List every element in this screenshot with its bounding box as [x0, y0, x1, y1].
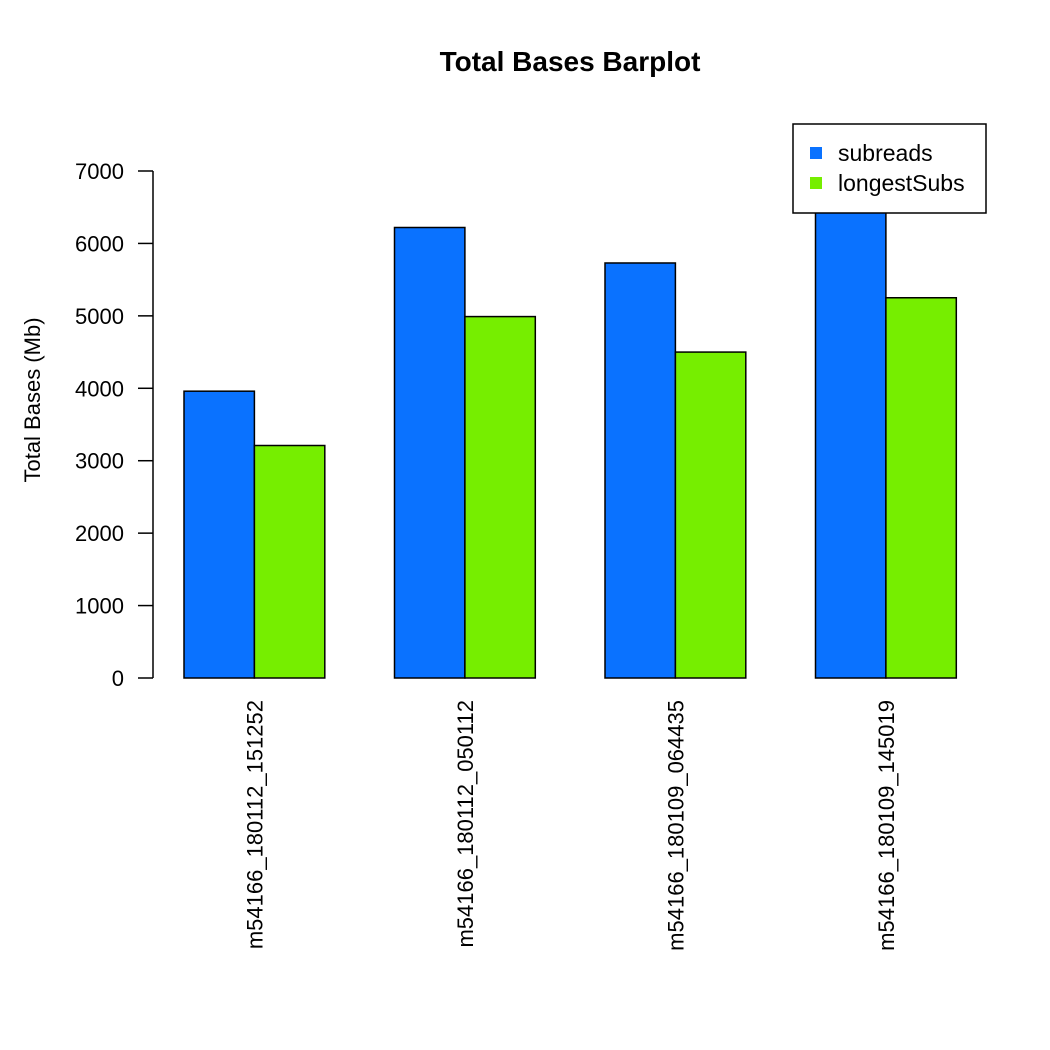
y-tick-label: 3000	[75, 449, 124, 474]
y-tick-label: 5000	[75, 304, 124, 329]
x-tick-label: m54166_180109_064435	[663, 700, 688, 951]
legend: subreads longestSubs	[792, 123, 987, 214]
y-axis-label: Total Bases (Mb)	[20, 317, 45, 482]
legend-swatch-subreads	[810, 147, 822, 159]
x-tick-labels: m54166_180112_151252 m54166_180112_050112…	[242, 700, 899, 951]
y-tick-label: 7000	[75, 159, 124, 184]
bar-subreads-2	[393, 226, 466, 679]
bar-longestSubs-4	[885, 297, 958, 679]
y-tick-label: 0	[112, 666, 124, 691]
chart-title: Total Bases Barplot	[440, 46, 701, 77]
legend-label-subreads: subreads	[838, 140, 933, 166]
x-tick-label: m54166_180109_145019	[874, 700, 899, 951]
bars-group	[183, 195, 958, 679]
y-tick-label: 1000	[75, 594, 124, 619]
x-tick-label: m54166_180112_151252	[242, 700, 267, 949]
legend-label-longestSubs: longestSubs	[838, 170, 965, 196]
bar-subreads-3	[604, 262, 677, 679]
bar-longestSubs-3	[674, 351, 747, 679]
x-tick-label: m54166_180112_050112	[453, 700, 478, 948]
y-tick-label: 6000	[75, 231, 124, 256]
y-axis: 0 1000 2000 3000 4000 5000 6000 7000	[75, 159, 154, 691]
bar-subreads-4	[814, 195, 887, 679]
bar-subreads-1	[183, 390, 256, 679]
legend-box	[792, 123, 987, 214]
y-tick-label: 2000	[75, 521, 124, 546]
y-tick-label: 4000	[75, 376, 124, 401]
bar-longestSubs-2	[464, 315, 537, 679]
bar-longestSubs-1	[253, 444, 326, 679]
legend-swatch-longestSubs	[810, 177, 822, 189]
